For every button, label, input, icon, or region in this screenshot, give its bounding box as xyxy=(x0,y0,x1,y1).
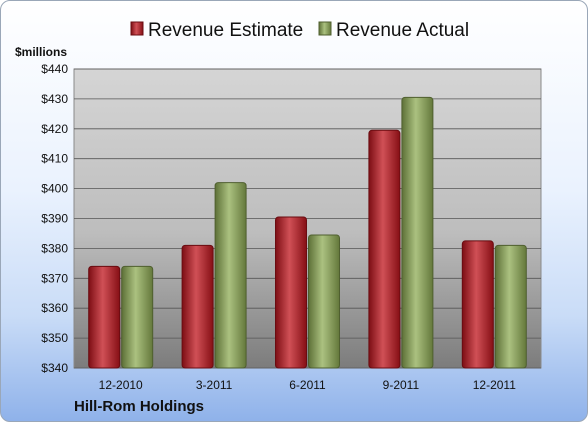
y-tick-label: $400 xyxy=(41,182,68,196)
legend-label: Revenue Estimate xyxy=(148,20,303,41)
legend-swatch xyxy=(318,21,332,36)
bar-estimate xyxy=(275,216,307,369)
y-tick-label: $350 xyxy=(41,331,68,345)
bar-actual xyxy=(401,96,434,369)
bar-actual xyxy=(214,182,247,369)
legend-swatch xyxy=(130,21,144,36)
bar-actual xyxy=(121,265,154,369)
y-axis-unit: $millions xyxy=(15,45,67,59)
y-tick-label: $420 xyxy=(41,122,68,136)
x-tick-label: 12-2011 xyxy=(473,378,516,392)
y-tick-label: $380 xyxy=(41,241,68,255)
bar-estimate xyxy=(181,244,214,369)
y-tick-label: $360 xyxy=(41,301,68,315)
x-tick-label: 6-2011 xyxy=(289,378,326,392)
bar-estimate xyxy=(368,129,401,369)
x-tick-label: 3-2011 xyxy=(196,378,233,392)
bar-actual xyxy=(494,244,527,369)
company-name: Hill-Rom Holdings xyxy=(74,398,204,415)
y-tick-label: $370 xyxy=(41,271,68,285)
y-tick-label: $410 xyxy=(41,152,68,166)
y-tick-label: $440 xyxy=(41,62,68,76)
bar-estimate xyxy=(88,265,121,369)
y-tick-label: $390 xyxy=(41,212,68,226)
legend-label: Revenue Actual xyxy=(336,20,469,41)
bar-estimate xyxy=(461,240,494,369)
x-tick-label: 12-2010 xyxy=(99,378,143,392)
y-tick-label: $430 xyxy=(41,92,68,106)
bar-actual xyxy=(308,234,340,369)
y-tick-label: $340 xyxy=(41,361,68,375)
x-tick-label: 9-2011 xyxy=(383,378,420,392)
